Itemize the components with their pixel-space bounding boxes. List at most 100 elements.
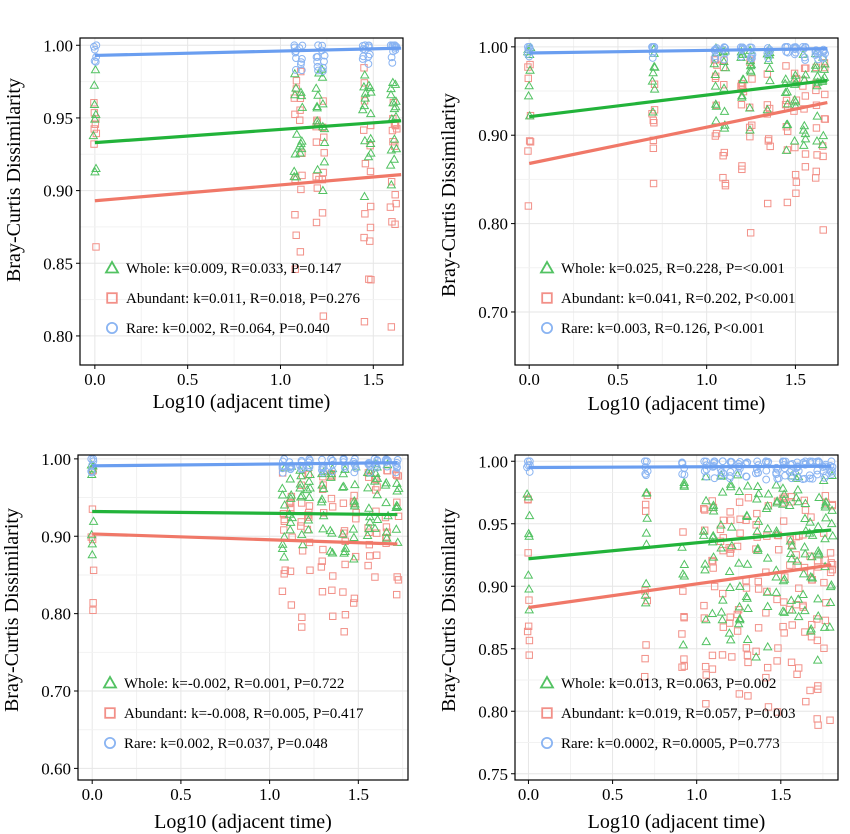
data-point-abundant: [795, 584, 803, 592]
data-point-abundant: [822, 599, 830, 607]
data-point-abundant: [733, 627, 742, 635]
legend-label-abundant: Abundant: k=0.011, R=0.018, P=0.276: [126, 291, 360, 307]
y-tick-label: 0.95: [478, 515, 508, 534]
data-point-rare: [87, 467, 96, 476]
data-point-whole: [725, 479, 736, 488]
data-point-abundant: [328, 503, 337, 511]
data-point-whole: [779, 489, 790, 498]
data-point-whole: [805, 626, 816, 635]
data-point-abundant: [329, 612, 337, 620]
legend-item-abundant: Abundant: k=-0.008, R=0.005, P=0.417: [104, 706, 364, 722]
data-point-abundant: [393, 125, 401, 133]
data-point-abundant: [700, 601, 708, 610]
data-point-whole: [752, 481, 763, 491]
data-point-whole: [790, 96, 801, 106]
data-point-whole: [827, 530, 838, 540]
data-point-abundant: [525, 596, 533, 604]
data-point-abundant: [641, 500, 650, 509]
data-point-whole: [698, 526, 709, 535]
data-point-whole: [296, 87, 306, 96]
data-point-whole: [771, 480, 782, 489]
data-point-abundant: [312, 218, 321, 227]
y-tick-label: 0.85: [43, 254, 73, 273]
data-point-abundant: [754, 577, 762, 586]
data-point-abundant: [649, 144, 658, 153]
data-point-whole: [780, 87, 791, 97]
data-point-whole: [359, 191, 370, 200]
data-point-abundant: [711, 132, 720, 140]
y-tick-label: 0.80: [43, 327, 73, 346]
data-point-whole: [523, 528, 534, 538]
data-point-rare: [702, 472, 711, 481]
data-point-whole: [303, 515, 314, 524]
data-point-whole: [365, 517, 375, 526]
data-point-abundant: [313, 184, 322, 192]
data-point-whole: [717, 487, 728, 496]
data-point-abundant: [91, 120, 100, 128]
data-point-whole: [337, 529, 348, 538]
panel-bottom-right: 0.0 0.5 1.0 1.5 0.75 0.80 0.85 0.90 0.95 1.00 Log1…: [438, 452, 839, 833]
legend-marker-rare: [106, 321, 119, 334]
data-point-whole: [812, 655, 823, 664]
data-point-rare: [388, 58, 397, 67]
data-point-abundant: [746, 229, 755, 237]
data-point-whole: [679, 477, 690, 486]
legend-marker-rare: [541, 321, 554, 334]
y-tick-label: 0.90: [41, 527, 71, 546]
data-point-whole: [372, 489, 383, 499]
data-point-rare: [700, 457, 709, 466]
data-point-whole: [814, 492, 824, 502]
data-point-rare: [819, 53, 828, 62]
legend-marker-abundant: [104, 707, 116, 719]
data-point-whole: [813, 593, 823, 603]
data-point-abundant: [297, 518, 305, 526]
data-point-whole: [641, 528, 652, 537]
data-point-whole: [641, 578, 652, 588]
data-point-whole: [762, 641, 773, 651]
data-point-whole: [365, 133, 376, 143]
data-point-whole: [701, 614, 711, 624]
data-point-whole: [753, 543, 763, 552]
data-point-abundant: [743, 651, 752, 659]
data-point-whole: [784, 500, 795, 510]
x-tick-label: 1.0: [270, 370, 291, 389]
data-point-whole: [642, 513, 653, 522]
data-point-whole: [824, 622, 835, 631]
data-point-abundant: [802, 697, 810, 706]
data-point-abundant: [780, 598, 788, 606]
data-point-whole: [793, 471, 804, 481]
data-point-rare: [814, 55, 822, 64]
data-point-whole: [820, 502, 831, 511]
data-point-whole: [800, 128, 811, 138]
data-point-abundant: [339, 588, 347, 596]
data-point-whole: [813, 610, 824, 620]
data-point-abundant: [795, 664, 803, 672]
x-tick-label: 0.5: [177, 370, 198, 389]
data-point-abundant: [317, 563, 326, 571]
data-point-whole: [91, 163, 101, 173]
data-point-whole: [641, 488, 651, 497]
data-point-rare: [800, 53, 809, 62]
data-point-whole: [818, 130, 829, 140]
data-point-whole: [701, 495, 711, 505]
data-point-abundant: [790, 69, 799, 78]
panel-top-left: 0.0 0.5 1.0 1.5 0.80 0.85 0.90 0.95 1.00 Log10 (a…: [3, 36, 404, 413]
legend-label-whole: Whole: k=0.009, R=0.033, P=0.147: [126, 261, 342, 277]
data-point-whole: [318, 523, 328, 533]
data-point-whole: [349, 495, 360, 505]
x-tick-label: 0.0: [84, 370, 105, 389]
legend-label-whole: Whole: k=-0.002, R=0.001, P=0.722: [124, 676, 344, 692]
data-point-abundant: [366, 202, 375, 211]
data-point-whole: [772, 497, 782, 507]
data-point-abundant: [801, 163, 810, 171]
data-point-whole: [719, 106, 730, 115]
y-axis-title: Bray-Curtis Dissimilarity: [438, 508, 460, 712]
data-point-whole: [725, 634, 736, 644]
data-point-abundant: [328, 586, 336, 594]
legend-item-whole: Whole: k=0.009, R=0.033, P=0.147: [104, 260, 342, 277]
data-point-whole: [751, 494, 762, 503]
data-point-rare: [806, 474, 814, 483]
data-point-whole: [304, 492, 315, 501]
data-point-whole: [316, 496, 327, 506]
data-point-whole: [800, 133, 811, 143]
